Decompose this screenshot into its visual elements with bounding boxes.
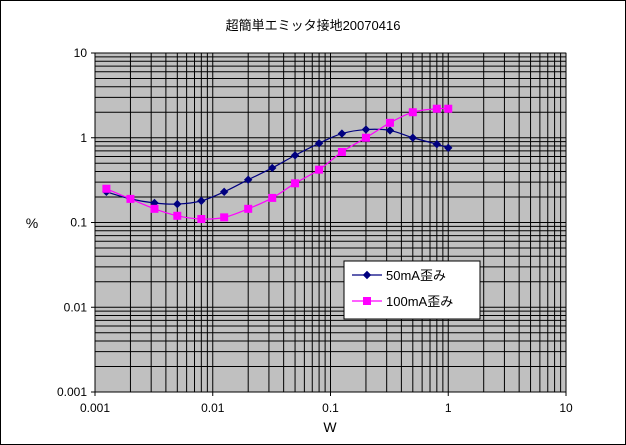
data-point-0 <box>219 187 229 197</box>
data-point-1 <box>291 179 300 188</box>
data-point-0 <box>173 199 182 209</box>
x-tick-label: 0.001 <box>80 401 110 415</box>
data-point-0 <box>432 139 442 149</box>
y-tick-label: 0.001 <box>57 385 87 399</box>
data-point-1 <box>102 184 111 193</box>
data-point-0 <box>408 133 418 142</box>
data-point-1 <box>197 214 206 223</box>
legend: 50mA歪み 100mA歪み <box>343 260 481 320</box>
y-tick-label: 10 <box>74 46 88 60</box>
legend-marker-0 <box>362 270 372 280</box>
legend-label-100ma: 100mA歪み <box>386 294 453 309</box>
y-axis-label: % <box>26 215 38 231</box>
data-point-1 <box>173 211 182 220</box>
data-point-1 <box>444 104 453 113</box>
y-tick-label: 1 <box>80 131 87 145</box>
data-point-1 <box>126 194 135 203</box>
data-point-1 <box>244 204 253 213</box>
ticks-layer: 0.001 0.01 0.1 1 10 0.001 0.01 0.1 1 10 <box>57 46 573 415</box>
data-point-1 <box>268 193 277 202</box>
data-point-1 <box>385 118 394 127</box>
data-point-1 <box>432 104 441 113</box>
y-tick-label: 0.01 <box>64 300 88 314</box>
legend-label-50ma: 50mA歪み <box>386 268 446 283</box>
data-point-1 <box>408 108 417 117</box>
grid <box>94 52 567 393</box>
data-point-0 <box>314 139 324 148</box>
legend-box <box>343 260 481 320</box>
x-axis-label: W <box>323 419 337 435</box>
data-point-0 <box>197 196 206 206</box>
data-point-0 <box>290 151 300 160</box>
data-point-0 <box>385 126 395 135</box>
data-point-0 <box>337 129 347 138</box>
data-point-1 <box>361 133 370 142</box>
series-line-1 <box>106 107 449 220</box>
x-tick-label: 10 <box>559 401 573 415</box>
x-tick-label: 1 <box>445 401 452 415</box>
x-tick-label: 0.01 <box>201 401 225 415</box>
x-tick-label: 0.1 <box>322 401 339 415</box>
data-point-1 <box>150 204 159 213</box>
data-point-1 <box>337 147 346 156</box>
chart-title: 超簡単エミッタ接地20070416 <box>226 18 401 33</box>
data-point-0 <box>361 125 371 134</box>
data-point-0 <box>243 175 253 184</box>
series-layer <box>102 104 453 223</box>
series-line-0 <box>106 128 449 205</box>
data-point-0 <box>268 163 277 173</box>
data-point-1 <box>220 213 229 222</box>
y-tick-label: 0.1 <box>70 216 87 230</box>
legend-marker-1 <box>363 297 371 305</box>
data-point-0 <box>444 143 453 153</box>
data-point-1 <box>315 165 324 174</box>
